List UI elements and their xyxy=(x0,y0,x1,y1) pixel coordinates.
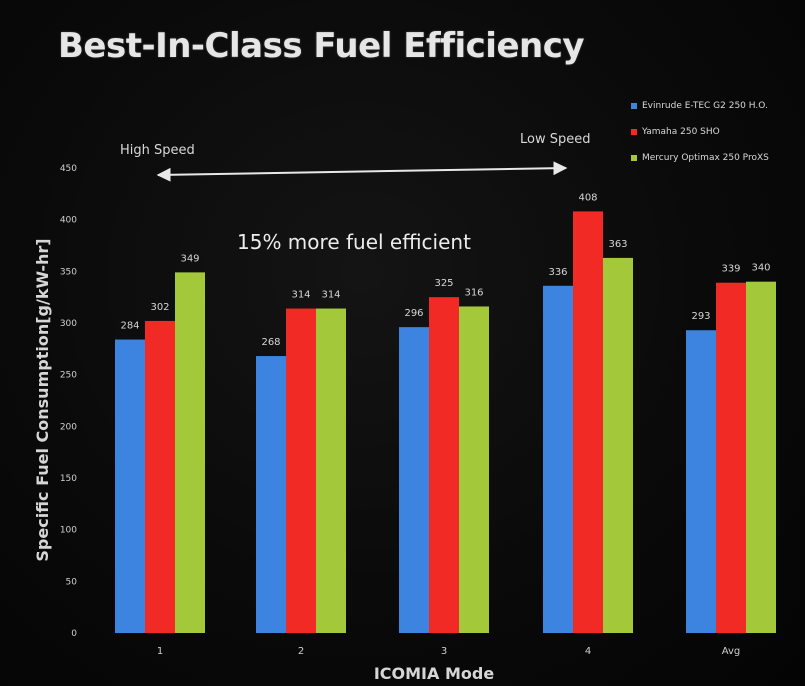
data-label: 284 xyxy=(120,321,139,332)
data-label: 349 xyxy=(180,253,199,264)
data-label: 302 xyxy=(150,302,169,313)
bar-yamaha-avg xyxy=(716,282,746,633)
data-label: 296 xyxy=(404,308,423,319)
y-axis-title: Specific Fuel Consumption[g/kW-hr] xyxy=(33,238,52,561)
y-tick-label: 350 xyxy=(60,267,77,277)
y-tick-label: 400 xyxy=(60,216,77,226)
y-tick-label: 50 xyxy=(66,577,78,587)
bar-evinrude-1 xyxy=(115,339,145,633)
data-label: 314 xyxy=(321,290,340,301)
speed-range-arrow xyxy=(156,161,568,182)
bar-yamaha-4 xyxy=(573,211,603,633)
legend-label: Yamaha 250 SHO xyxy=(642,127,720,137)
bar-evinrude-3 xyxy=(399,327,429,633)
data-label: 363 xyxy=(608,239,627,250)
data-label: 340 xyxy=(751,263,770,274)
x-axis-categories: 1 2 3 4 Avg xyxy=(157,646,740,657)
data-label: 336 xyxy=(548,267,567,278)
data-label: 268 xyxy=(261,337,280,348)
x-category-label: Avg xyxy=(722,646,741,657)
legend-item: Mercury Optimax 250 ProXS xyxy=(631,145,803,171)
y-tick-label: 300 xyxy=(60,319,77,329)
legend-item: Yamaha 250 SHO xyxy=(631,119,803,145)
data-label: 316 xyxy=(464,287,483,298)
low-speed-annotation: Low Speed xyxy=(520,132,590,147)
bar-series-group xyxy=(115,211,776,633)
y-tick-label: 250 xyxy=(60,371,77,381)
x-category-label: 3 xyxy=(441,646,447,657)
x-axis-title: ICOMIA Mode xyxy=(374,664,494,683)
y-tick-label: 450 xyxy=(60,164,77,174)
chart-legend: Evinrude E-TEC G2 250 H.O. Yamaha 250 SHO… xyxy=(631,93,803,171)
high-speed-annotation: High Speed xyxy=(120,143,195,158)
y-tick-label: 0 xyxy=(71,629,77,639)
bar-evinrude-4 xyxy=(543,285,573,633)
data-label: 293 xyxy=(691,311,710,322)
bar-mercury-4 xyxy=(603,257,633,633)
y-tick-label: 200 xyxy=(60,422,77,432)
legend-swatch xyxy=(631,129,637,135)
bar-yamaha-3 xyxy=(429,297,459,633)
efficiency-annotation: 15% more fuel efficient xyxy=(237,230,471,254)
x-category-label: 2 xyxy=(298,646,304,657)
legend-swatch xyxy=(631,103,637,109)
bar-yamaha-1 xyxy=(145,320,175,633)
bar-mercury-3 xyxy=(459,306,489,633)
legend-swatch xyxy=(631,155,637,161)
legend-label: Evinrude E-TEC G2 250 H.O. xyxy=(642,101,768,111)
bar-evinrude-avg xyxy=(686,330,716,633)
y-axis-ticks: 0 50 100 150 200 250 300 350 400 450 xyxy=(60,164,77,639)
x-category-label: 4 xyxy=(585,646,591,657)
data-label: 314 xyxy=(291,290,310,301)
legend-label: Mercury Optimax 250 ProXS xyxy=(642,153,769,163)
bar-yamaha-2 xyxy=(286,308,316,633)
y-tick-label: 100 xyxy=(60,526,77,536)
data-label: 408 xyxy=(578,192,597,203)
legend-item: Evinrude E-TEC G2 250 H.O. xyxy=(631,93,803,119)
x-category-label: 1 xyxy=(157,646,163,657)
bar-mercury-avg xyxy=(746,281,776,633)
data-label: 325 xyxy=(434,278,453,289)
data-labels-group: 284 302 349 268 314 314 296 325 316 336 408 363 293 3… xyxy=(120,192,770,348)
bar-evinrude-2 xyxy=(256,356,286,633)
slide-title: Best-In-Class Fuel Efficiency xyxy=(58,26,585,66)
bar-mercury-2 xyxy=(316,308,346,633)
y-tick-label: 150 xyxy=(60,474,77,484)
bar-mercury-1 xyxy=(175,272,205,633)
data-label: 339 xyxy=(721,264,740,275)
